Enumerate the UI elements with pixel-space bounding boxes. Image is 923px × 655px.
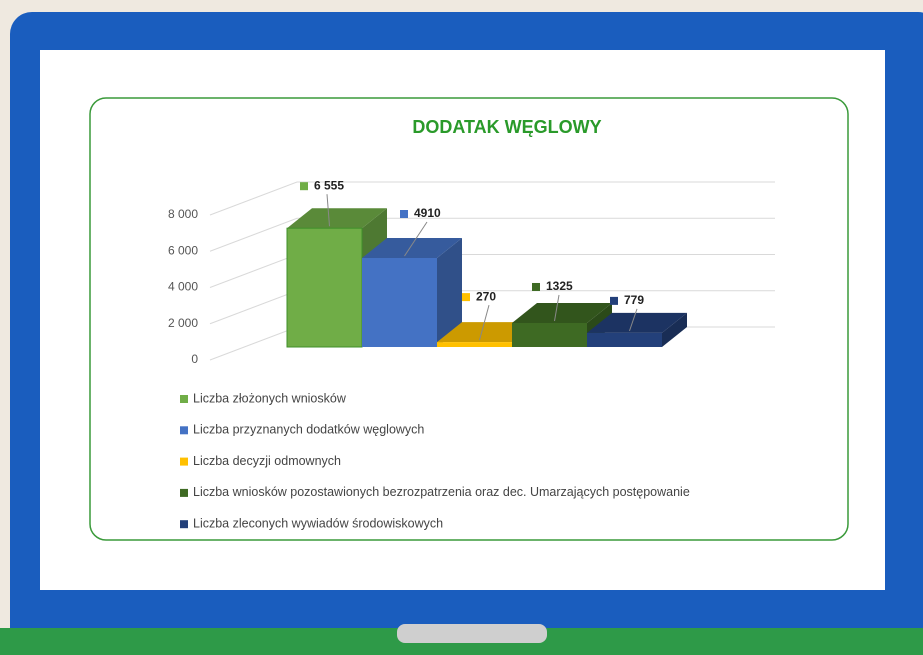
value-label: 6 555 [314,178,344,192]
legend-key [180,488,188,497]
legend-key [180,426,188,435]
legend-label: Liczba decyzji odmownych [193,454,341,468]
legend-key [180,520,188,529]
legend-label: Liczba zleconych wywiadów środowiskowych [193,516,443,530]
chart-frame [89,97,849,541]
bar-top [512,302,612,323]
bar-side [437,238,462,347]
value-label-key [400,210,408,219]
bar [362,258,437,347]
value-label-key [300,182,308,191]
grid-line [209,181,775,216]
legend-label: Liczba złożonych wniosków [193,391,347,405]
legend-key [180,457,188,466]
value-label: 779 [624,293,644,307]
legend-label: Liczba przyznanych dodatków węglowych [193,423,424,437]
y-tick-label: 8 000 [168,207,198,221]
grid-line [209,217,775,252]
bar-top [587,312,687,333]
leader-line [629,308,638,332]
bar [286,227,363,348]
bar [512,322,587,347]
y-tick-label: 0 [191,352,198,366]
leader-line [479,304,490,341]
bar-top [287,208,387,229]
y-tick-label: 6 000 [168,243,198,257]
legend-label: Liczba wniosków pozostawionych bezrozpat… [193,485,690,499]
bar [587,332,662,347]
bar-top [362,238,462,259]
value-label: 1325 [546,279,573,293]
leader-line [326,194,330,227]
value-label: 4910 [414,206,441,220]
leader-line [554,294,560,322]
value-label: 270 [476,289,496,303]
y-tick-label: 2 000 [168,316,198,330]
legend-key [180,395,188,403]
bar [437,342,512,347]
y-tick-label: 4 000 [168,280,198,294]
bar-side [662,312,687,347]
leader-line [404,221,428,257]
laptop-notch [397,624,547,643]
chart-title: DODATAK WĘGLOWY [412,117,601,137]
value-label-key [532,282,540,291]
value-label-key [610,296,618,305]
value-label-key [462,293,470,302]
